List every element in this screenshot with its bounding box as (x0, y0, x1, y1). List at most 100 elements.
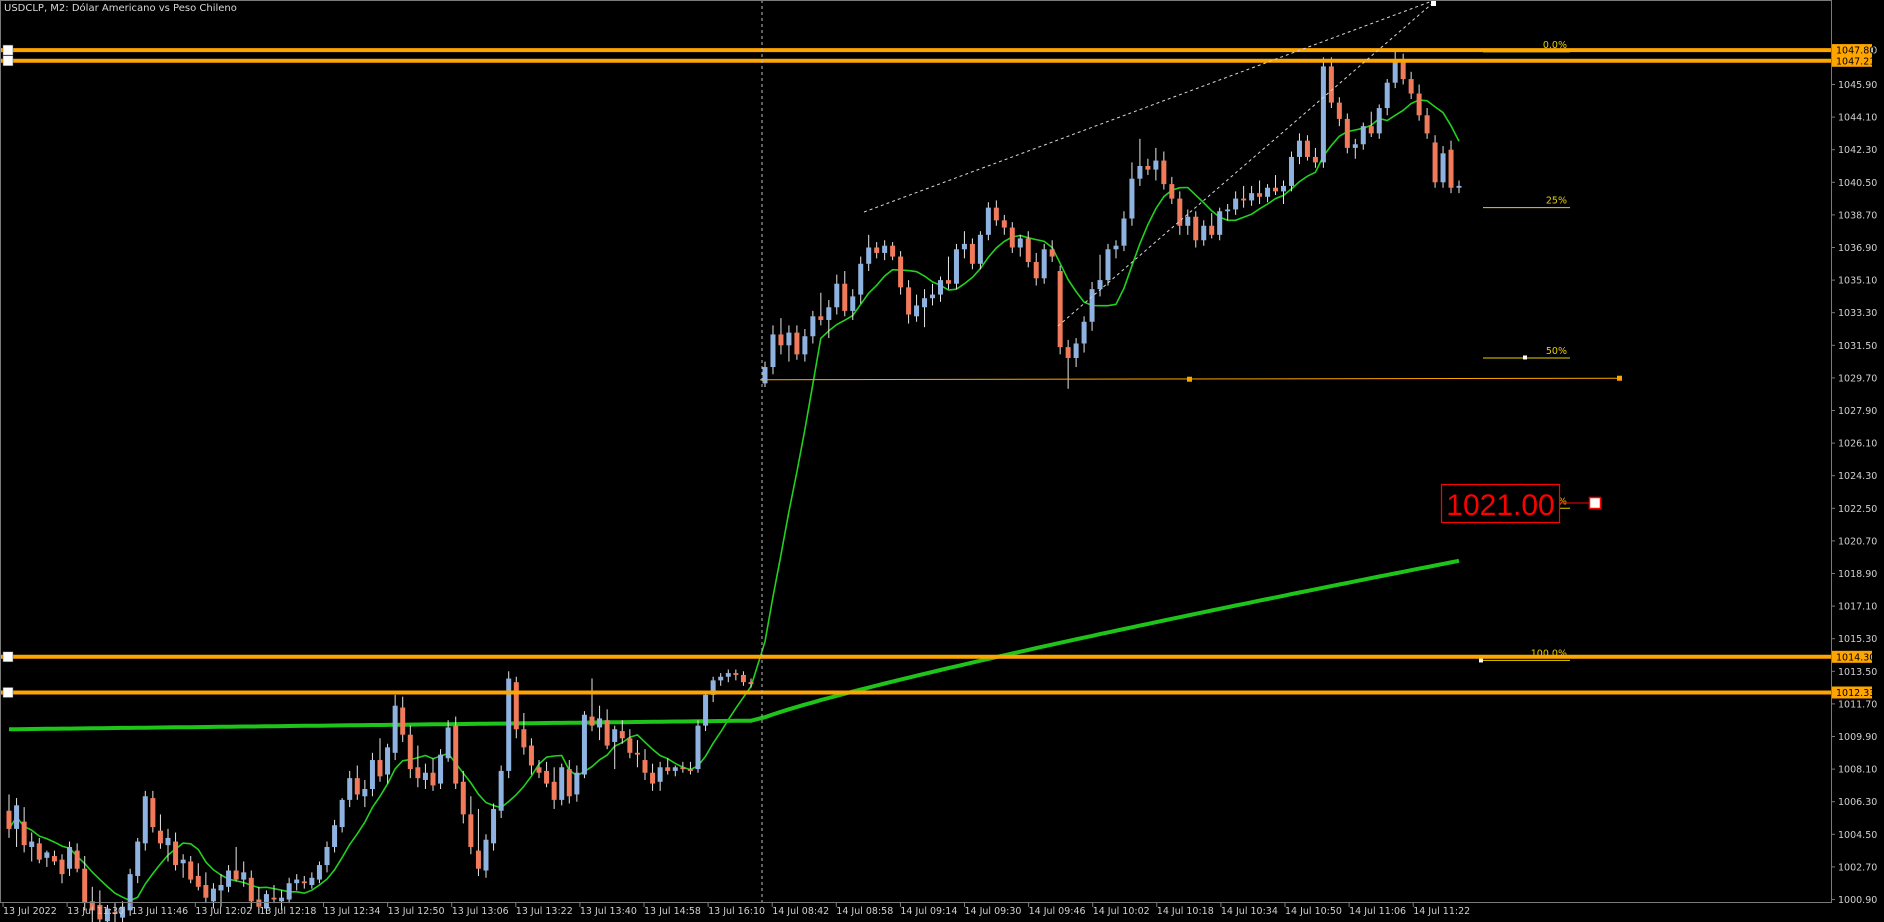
price-tick-label: 1026.10 (1838, 439, 1877, 450)
candle-body (627, 738, 633, 753)
lower-channel-line[interactable] (1057, 1, 1435, 327)
candle (1440, 146, 1446, 188)
candle-body (842, 283, 848, 311)
target-line-handle[interactable] (1617, 375, 1622, 381)
candle (1233, 191, 1239, 215)
candle (642, 749, 648, 780)
candle (468, 796, 474, 855)
level-handle[interactable] (2, 55, 14, 67)
candle (1336, 97, 1342, 127)
candle (1225, 204, 1231, 221)
candle (332, 819, 338, 853)
candle-body (930, 294, 936, 299)
candle (748, 678, 754, 688)
level-handle[interactable] (2, 687, 14, 698)
candle-body (1009, 227, 1015, 248)
candle (665, 758, 671, 775)
candle (1137, 138, 1143, 186)
candle (687, 761, 693, 775)
trendline-handle[interactable] (1431, 1, 1436, 6)
candle-body (544, 770, 550, 784)
candle-body (818, 316, 824, 320)
candle (536, 760, 542, 779)
trend-lines[interactable] (759, 0, 1622, 902)
price-tick-label: 1017.10 (1838, 602, 1877, 613)
time-tick-label: 13 Jul 11:30 (67, 906, 124, 917)
candle (286, 877, 292, 904)
price-tick-label: 1036.90 (1838, 243, 1877, 254)
candle-body (74, 850, 80, 869)
candle (112, 903, 118, 922)
candle (120, 901, 126, 922)
candle (874, 242, 880, 259)
candle-body (89, 901, 95, 911)
price-tick-label: 1000.90 (1838, 895, 1877, 906)
candle (369, 752, 375, 797)
candle (241, 861, 247, 887)
candle-body (127, 874, 133, 911)
callout-handle[interactable] (1588, 496, 1602, 510)
fib-level-label: 100.0% (1531, 648, 1567, 659)
time-tick-label: 14 Jul 09:46 (1029, 906, 1086, 917)
candle-body (1336, 102, 1342, 119)
candle-body (687, 769, 693, 771)
candle (695, 720, 701, 773)
price-tick-label: 1022.50 (1838, 504, 1877, 515)
candle-body (1153, 160, 1159, 170)
candle-body (51, 856, 57, 862)
candle-body (1440, 153, 1446, 183)
candle (733, 669, 739, 681)
candle-body (1344, 118, 1350, 148)
candle-body (581, 714, 587, 775)
candle-body (1408, 79, 1414, 94)
candle-body (460, 781, 466, 815)
fib-handle[interactable] (1523, 355, 1527, 360)
candle (301, 875, 307, 889)
callout-box[interactable] (1440, 483, 1561, 524)
horizontal-levels[interactable] (0, 44, 1831, 698)
candle-body (1368, 126, 1374, 134)
candle (993, 200, 999, 226)
candle (551, 767, 557, 809)
candle-body (1225, 209, 1231, 212)
candle-body (491, 808, 497, 844)
fib-handle[interactable] (1479, 658, 1483, 663)
candle (725, 669, 731, 683)
price-level-label-bg (1832, 44, 1872, 57)
level-handle[interactable] (2, 651, 14, 663)
candle-body (1193, 216, 1199, 241)
candle-body (438, 754, 444, 784)
candle (778, 318, 784, 355)
candle-body (1169, 184, 1175, 199)
candle (150, 790, 156, 833)
candle-body (528, 745, 534, 766)
candle-body (826, 307, 832, 320)
candle (354, 765, 360, 800)
price-level-label: 1047.21 (1836, 56, 1875, 67)
price-tick-label: 1042.30 (1838, 145, 1877, 156)
candle (475, 808, 481, 876)
candle-body (634, 752, 640, 755)
candle (104, 904, 110, 922)
candle-body (810, 316, 816, 337)
price-callout[interactable]: 1021.00 (1440, 483, 1602, 524)
candle-body (445, 727, 451, 759)
candle (506, 671, 512, 779)
candle-body (672, 767, 678, 771)
price-tick-label: 1033.30 (1838, 308, 1877, 319)
candle (203, 872, 209, 904)
candle-body (1113, 245, 1119, 250)
candle (1033, 252, 1039, 286)
candle-body (906, 287, 912, 315)
price-level-label: 1014.30 (1836, 652, 1875, 663)
candle (377, 738, 383, 782)
candle (1408, 71, 1414, 99)
candle (82, 856, 88, 911)
candle-body (316, 865, 322, 880)
candle (339, 798, 345, 833)
level-handle[interactable] (2, 44, 14, 56)
candle-body (1257, 193, 1263, 197)
candle (51, 850, 57, 866)
target-line-handle[interactable] (1187, 376, 1192, 382)
